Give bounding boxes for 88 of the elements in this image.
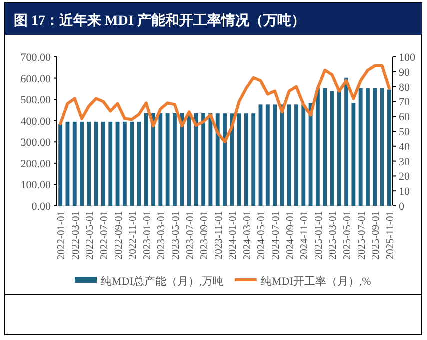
x-tick-label: 2023-07-01: [185, 211, 196, 260]
bar: [252, 114, 256, 206]
bar: [230, 114, 234, 206]
x-tick-label: 2023-03-01: [156, 211, 168, 260]
bar: [373, 88, 378, 206]
x-tick-label: 2022-01-01: [56, 211, 68, 260]
y-tick-label: 200.00: [20, 158, 52, 170]
bar: [302, 104, 306, 206]
bar: [280, 104, 284, 206]
bar: [122, 122, 127, 206]
y2-tick-label: 100: [399, 52, 416, 64]
bar: [102, 122, 106, 206]
x-tick-label: 2023-01-01: [142, 211, 154, 260]
x-tick-label: 2023-11-01: [214, 211, 225, 260]
chart-title: 图 17：近年来 MDI 产能和开工率情况（万吨）: [14, 12, 306, 29]
y2-tick-label: 70: [399, 96, 410, 109]
y2-tick-label: 80: [399, 82, 410, 94]
y2-tick-label: 90: [399, 66, 410, 79]
bar: [323, 88, 328, 206]
bar: [72, 122, 77, 206]
x-tick-label: 2025-01-01: [314, 211, 325, 260]
x-tick-label: 2022-09-01: [114, 211, 125, 260]
y-tick-label: 400.00: [20, 116, 52, 128]
bar: [180, 113, 184, 206]
x-tick-label: 2024-05-01: [256, 211, 268, 260]
bar: [358, 88, 363, 206]
x-tick-label: 2022-05-01: [85, 211, 96, 260]
bar: [223, 114, 227, 206]
y-tick-label: 500.00: [20, 94, 52, 107]
bar: [130, 122, 134, 206]
bar: [366, 88, 370, 206]
y2-tick-label: 30: [399, 156, 410, 168]
y-tick-label: 100.00: [20, 180, 52, 192]
bar: [316, 88, 320, 206]
x-tick-label: 2025-07-01: [356, 211, 368, 260]
bar: [352, 103, 356, 206]
legend-label: 纯MDI总产能（月）,万吨: [101, 275, 224, 288]
bar: [87, 122, 92, 206]
bar: [137, 122, 142, 206]
x-tick-label: 2024-07-01: [271, 211, 282, 260]
y-tick-label: 300.00: [20, 137, 52, 150]
bar: [108, 122, 113, 206]
y2-tick-label: 40: [399, 141, 410, 154]
x-tick-label: 2025-05-01: [342, 211, 354, 260]
line-series: [59, 64, 391, 144]
bar: [172, 113, 177, 206]
x-tick-label: 2025-09-01: [371, 211, 382, 260]
bar: [94, 122, 98, 206]
bar: [158, 113, 163, 206]
y2-tick-label: 0: [399, 201, 405, 213]
bar: [152, 113, 156, 206]
y-tick-label: 700.00: [20, 52, 52, 64]
bar: [387, 90, 392, 206]
x-tick-label: 2025-03-01: [328, 211, 340, 260]
y2-tick-label: 20: [399, 171, 410, 184]
y-tick-label: 600.00: [20, 73, 52, 86]
bar: [58, 124, 63, 206]
x-tick-label: 2022-07-01: [99, 211, 110, 260]
x-tick-label: 2022-11-01: [128, 211, 140, 260]
bar: [273, 104, 278, 206]
bar: [80, 122, 84, 206]
bar: [144, 113, 148, 206]
x-tick-label: 2024-03-01: [242, 211, 254, 260]
y2-tick-label: 50: [399, 126, 410, 138]
x-tick-label: 2023-09-01: [200, 211, 211, 260]
x-tick-label: 2024-09-01: [285, 211, 296, 260]
bar: [344, 78, 348, 206]
bar: [237, 114, 242, 206]
bar: [294, 104, 298, 206]
y-tick-label: 0.00: [32, 201, 52, 213]
x-tick-label: 2022-03-01: [70, 211, 82, 260]
bar: [194, 113, 198, 206]
bar: [337, 91, 342, 206]
bar: [266, 104, 270, 206]
bar: [166, 113, 170, 206]
bar: [308, 103, 313, 206]
y2-tick-label: 10: [399, 186, 410, 198]
bar: [202, 113, 206, 206]
bar: [287, 104, 292, 206]
x-tick-label: 2025-11-01: [385, 211, 396, 260]
x-tick-label: 2024-11-01: [300, 211, 311, 260]
x-tick-label: 2024-01-01: [228, 211, 240, 260]
x-tick-label: 2023-05-01: [170, 211, 182, 260]
y2-tick-label: 60: [399, 112, 410, 124]
legend-label: 纯MDI开工率（月）,%: [261, 275, 372, 288]
bar: [208, 113, 213, 206]
bar: [216, 114, 220, 206]
bar: [244, 114, 248, 206]
